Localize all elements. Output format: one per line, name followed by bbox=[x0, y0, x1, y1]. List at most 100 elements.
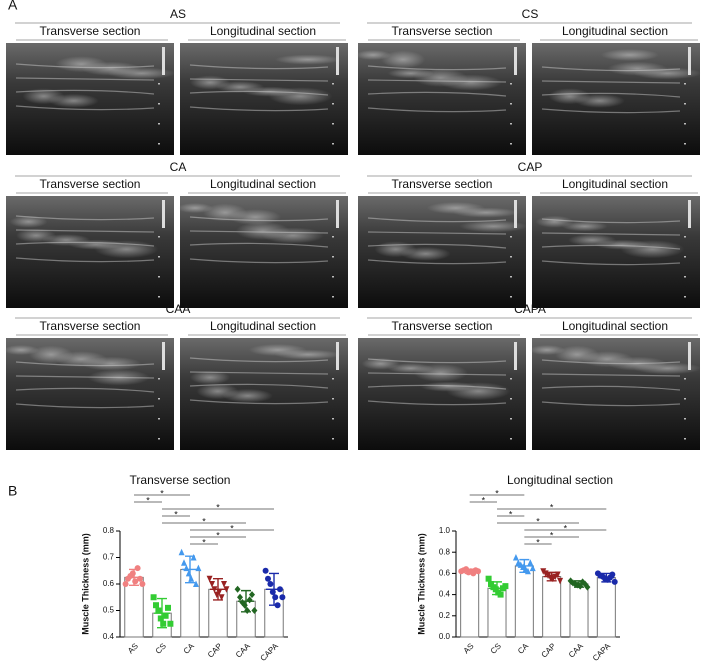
data-point bbox=[267, 581, 274, 587]
depth-marker bbox=[332, 256, 334, 258]
depth-marker bbox=[684, 438, 686, 440]
data-point bbox=[137, 575, 143, 582]
x-tick-label: CAP bbox=[206, 642, 224, 660]
significance-label: * bbox=[202, 516, 206, 526]
depth-marker bbox=[510, 378, 512, 380]
fascia-line bbox=[15, 375, 155, 379]
bar bbox=[542, 576, 562, 638]
section-label: Longitudinal section bbox=[562, 319, 668, 333]
depth-marker bbox=[684, 83, 686, 85]
fascia-line bbox=[189, 399, 329, 405]
data-point bbox=[155, 607, 162, 614]
significance-label: * bbox=[550, 502, 554, 512]
depth-marker bbox=[684, 143, 686, 145]
depth-marker bbox=[332, 418, 334, 420]
depth-marker bbox=[332, 143, 334, 145]
depth-marker bbox=[158, 83, 160, 85]
tissue-echo bbox=[29, 345, 74, 364]
bar bbox=[460, 570, 480, 638]
data-point bbox=[165, 604, 171, 611]
x-tick-label: CAP bbox=[540, 642, 558, 660]
depth-marker bbox=[158, 398, 160, 400]
tissue-echo bbox=[561, 221, 608, 232]
depth-marker bbox=[684, 123, 686, 125]
depth-marker bbox=[158, 256, 160, 258]
error-bar bbox=[489, 581, 505, 596]
bar bbox=[124, 576, 144, 638]
data-point bbox=[249, 591, 255, 599]
scale-bar bbox=[162, 47, 165, 75]
fascia-line bbox=[15, 105, 155, 111]
fascia-line bbox=[367, 91, 507, 97]
data-point bbox=[162, 612, 169, 619]
data-point bbox=[167, 620, 174, 627]
fascia-line bbox=[15, 403, 155, 409]
depth-marker bbox=[332, 236, 334, 238]
tissue-echo bbox=[55, 56, 108, 73]
y-tick-label: 0.6 bbox=[439, 569, 451, 578]
tissue-echo bbox=[16, 228, 57, 243]
scale-bar bbox=[514, 47, 517, 75]
fascia-line bbox=[189, 106, 329, 112]
bar bbox=[596, 577, 616, 638]
tissue-echo bbox=[9, 215, 48, 228]
depth-marker bbox=[332, 398, 334, 400]
section-label: Longitudinal section bbox=[210, 24, 316, 38]
data-point bbox=[279, 594, 286, 601]
fascia-line bbox=[367, 107, 507, 113]
y-tick-label: 0.7 bbox=[103, 553, 115, 562]
panel-label: A bbox=[8, 0, 18, 13]
scale-bar bbox=[162, 200, 165, 228]
depth-marker bbox=[510, 143, 512, 145]
y-tick-label: 0.2 bbox=[439, 611, 451, 620]
fascia-line bbox=[15, 77, 155, 81]
fascia-line bbox=[367, 217, 507, 223]
group-title: CA bbox=[170, 160, 187, 174]
tissue-echo bbox=[555, 345, 600, 364]
significance-label: * bbox=[482, 495, 486, 505]
tissue-echo bbox=[420, 381, 477, 392]
error-bar bbox=[461, 568, 478, 575]
section-label: Longitudinal section bbox=[562, 177, 668, 191]
x-tick-label: CS bbox=[489, 642, 503, 656]
fascia-line bbox=[541, 80, 681, 84]
y-tick-label: 0.4 bbox=[103, 632, 115, 641]
error-bar bbox=[516, 558, 533, 574]
fascia-line bbox=[367, 79, 507, 83]
depth-marker bbox=[158, 378, 160, 380]
tissue-echo bbox=[387, 68, 434, 79]
depth-marker bbox=[158, 103, 160, 105]
significance-label: * bbox=[174, 509, 178, 519]
fascia-line bbox=[367, 231, 507, 235]
fascia-line bbox=[367, 384, 507, 390]
tissue-echo bbox=[374, 241, 417, 258]
error-bar bbox=[598, 572, 615, 583]
depth-marker bbox=[510, 256, 512, 258]
data-point bbox=[265, 575, 271, 582]
depth-marker bbox=[332, 103, 334, 105]
tissue-echo bbox=[203, 203, 248, 222]
significance-label: * bbox=[216, 530, 220, 540]
depth-marker bbox=[684, 276, 686, 278]
y-tick-label: 0.8 bbox=[103, 526, 115, 535]
data-point bbox=[554, 571, 561, 578]
significance-label: * bbox=[536, 516, 540, 526]
section-label: Transverse section bbox=[392, 319, 493, 333]
depth-marker bbox=[510, 236, 512, 238]
data-point bbox=[527, 559, 534, 566]
fascia-line bbox=[15, 387, 155, 393]
section-label: Longitudinal section bbox=[210, 177, 316, 191]
error-bar bbox=[238, 589, 254, 613]
data-point bbox=[529, 564, 536, 572]
data-point bbox=[584, 583, 591, 591]
depth-marker bbox=[332, 378, 334, 380]
data-point bbox=[150, 594, 157, 601]
data-point bbox=[218, 594, 225, 601]
depth-marker bbox=[684, 103, 686, 105]
fascia-line bbox=[367, 358, 507, 364]
x-tick-label: AS bbox=[126, 642, 140, 656]
fascia-line bbox=[541, 401, 681, 407]
fascia-line bbox=[541, 232, 681, 236]
depth-marker bbox=[510, 83, 512, 85]
y-tick-label: 0.0 bbox=[439, 632, 451, 641]
